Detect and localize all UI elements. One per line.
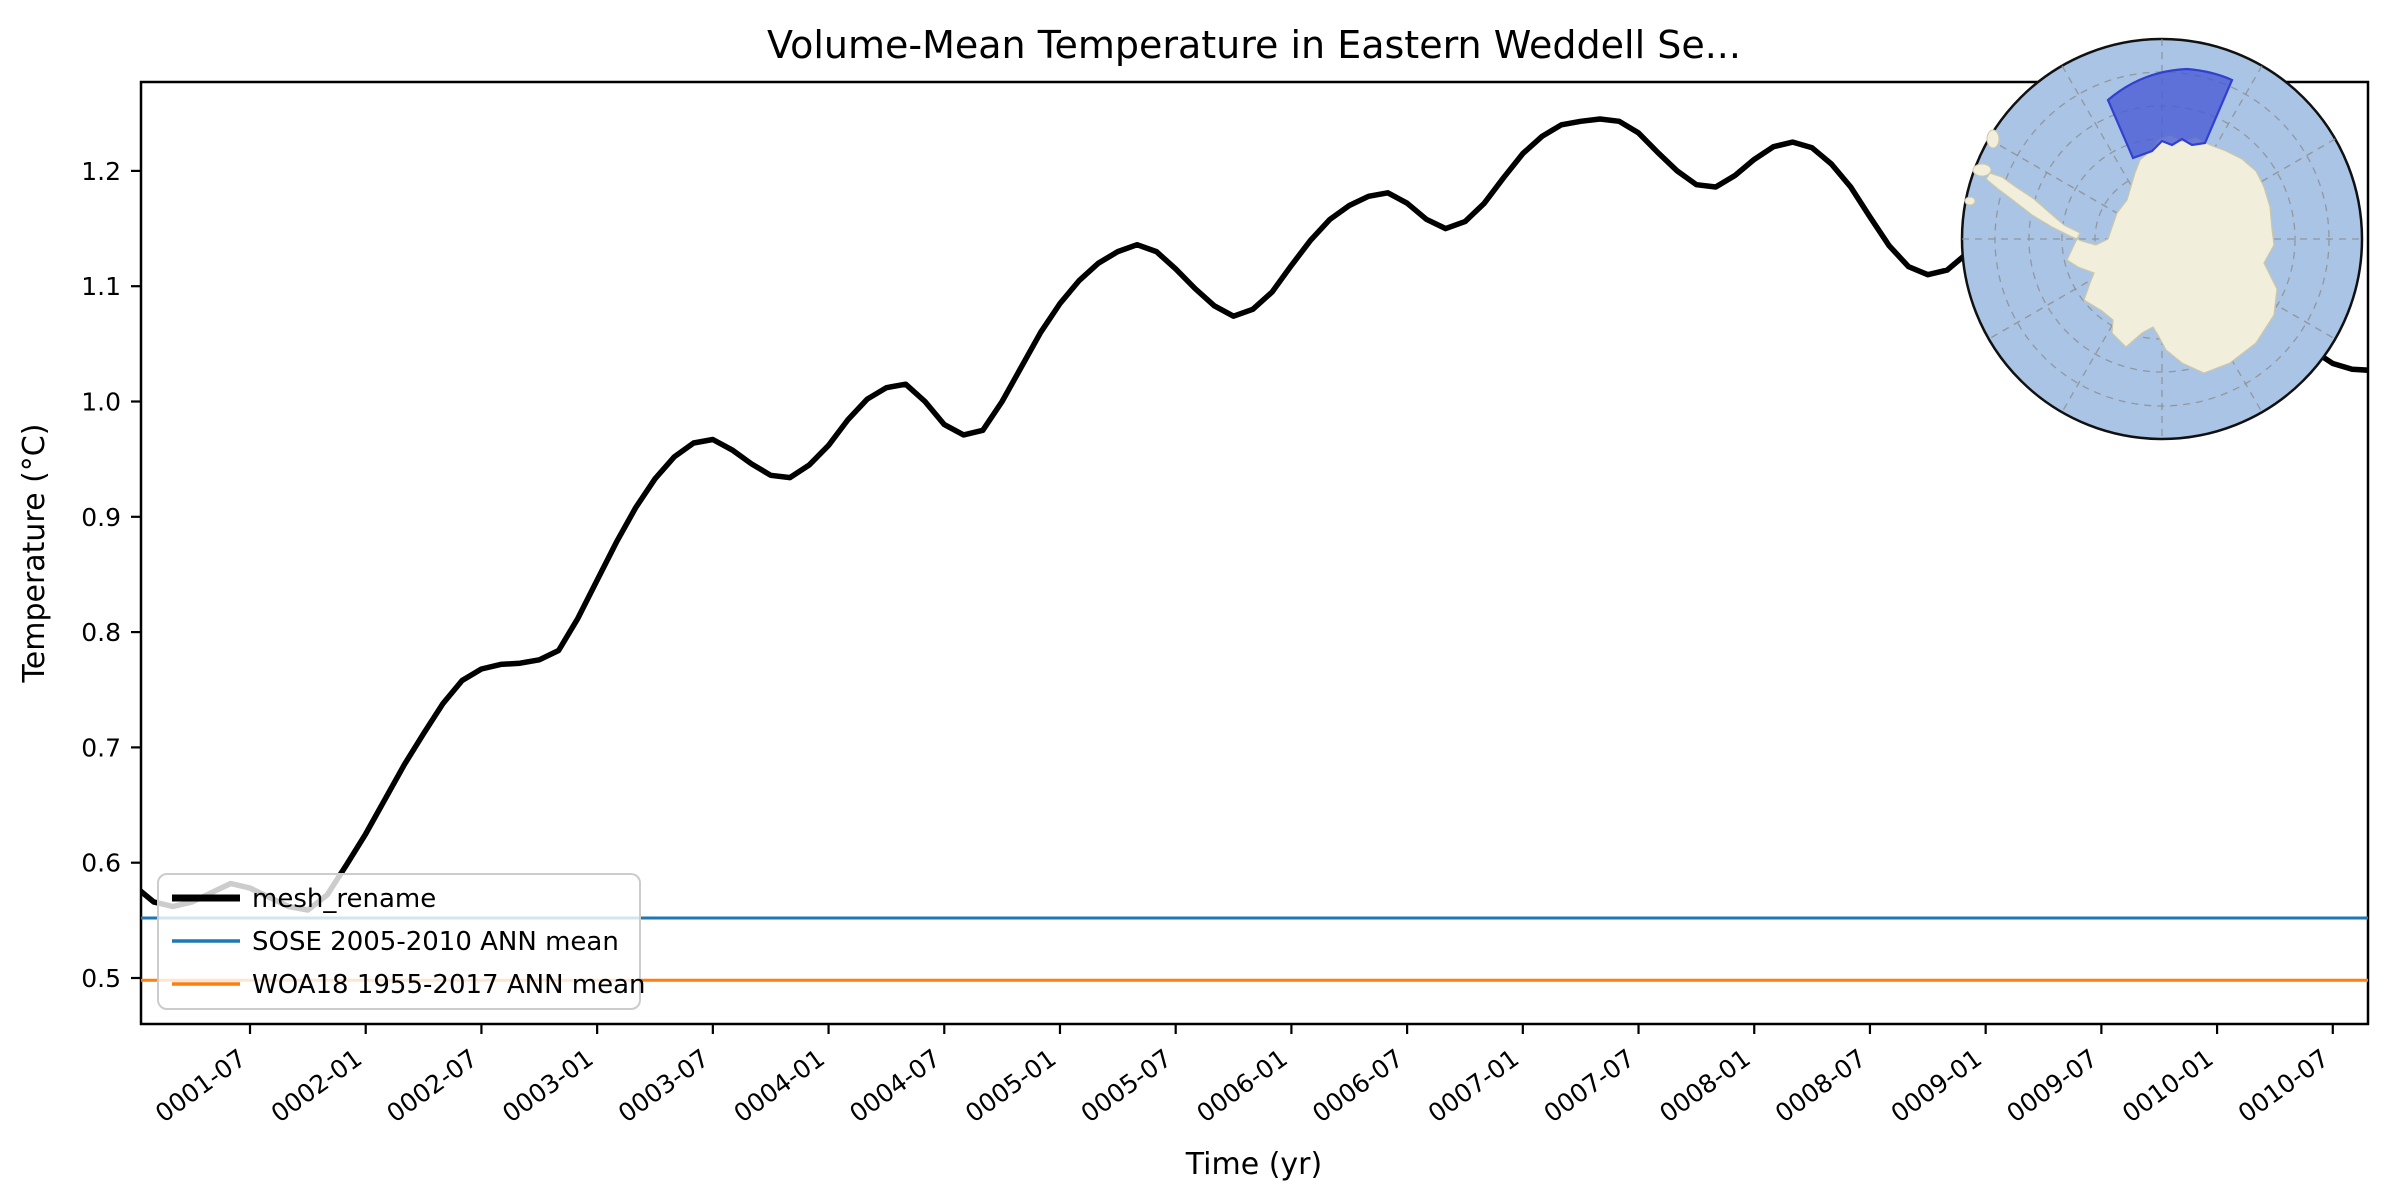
y-axis-ticks: 0.5 0.6 0.7 0.8 0.9 1.0 1.1 1.2 <box>81 157 141 993</box>
x-tick-label: 0010-07 <box>2233 1043 2335 1128</box>
y-tick-label: 1.2 <box>81 157 121 186</box>
legend-label-mesh-rename: mesh_rename <box>252 884 436 914</box>
x-tick-label: 0006-07 <box>1307 1043 1409 1128</box>
map-inset <box>1960 37 2364 441</box>
axes-border <box>139 80 2370 1026</box>
x-tick-label: 0010-01 <box>2117 1043 2219 1128</box>
island <box>1986 129 2000 149</box>
x-tick-label: 0005-07 <box>1076 1043 1178 1128</box>
x-tick-label: 0007-07 <box>1538 1043 1640 1128</box>
legend: mesh_rename SOSE 2005-2010 ANN mean WOA1… <box>157 873 646 1010</box>
x-tick-label: 0009-07 <box>2001 1043 2103 1128</box>
x-axis-ticks: 0001-07 0002-01 0002-07 0003-01 0003-07 0004-… <box>150 1024 2334 1128</box>
y-tick-label: 0.6 <box>81 849 121 878</box>
y-tick-label: 0.7 <box>81 733 121 762</box>
x-tick-label: 0003-01 <box>497 1043 599 1128</box>
chart-title: Volume-Mean Temperature in Eastern Wedde… <box>767 23 1741 67</box>
y-tick-label: 1.0 <box>81 388 121 417</box>
antarctica-landmass <box>1985 134 2278 374</box>
legend-box <box>157 873 641 1010</box>
y-tick-label: 0.9 <box>81 503 121 532</box>
legend-label-woa18: WOA18 1955-2017 ANN mean <box>252 970 646 1000</box>
x-tick-label: 0007-01 <box>1423 1043 1525 1128</box>
y-tick-label: 1.1 <box>81 272 121 301</box>
x-tick-label: 0009-01 <box>1886 1043 1988 1128</box>
island <box>1972 163 1992 177</box>
x-tick-label: 0002-07 <box>381 1043 483 1128</box>
x-tick-label: 0004-07 <box>844 1043 946 1128</box>
x-tick-label: 0005-01 <box>960 1043 1062 1128</box>
x-tick-label: 0003-07 <box>613 1043 715 1128</box>
x-tick-label: 0008-07 <box>1770 1043 1872 1128</box>
legend-label-sose: SOSE 2005-2010 ANN mean <box>252 927 619 957</box>
y-axis-label: Temperature (°C) <box>17 424 52 684</box>
x-tick-label: 0004-01 <box>729 1043 831 1128</box>
highlighted-region-wedge <box>2106 67 2234 160</box>
x-tick-label: 0001-07 <box>150 1043 252 1128</box>
x-tick-label: 0002-01 <box>266 1043 368 1128</box>
x-tick-label: 0008-01 <box>1654 1043 1756 1128</box>
y-tick-label: 0.8 <box>81 618 121 647</box>
x-tick-label: 0006-01 <box>1191 1043 1293 1128</box>
y-tick-label: 0.5 <box>81 964 121 993</box>
island <box>1964 196 1976 206</box>
x-axis-label: Time (yr) <box>1185 1147 1322 1182</box>
